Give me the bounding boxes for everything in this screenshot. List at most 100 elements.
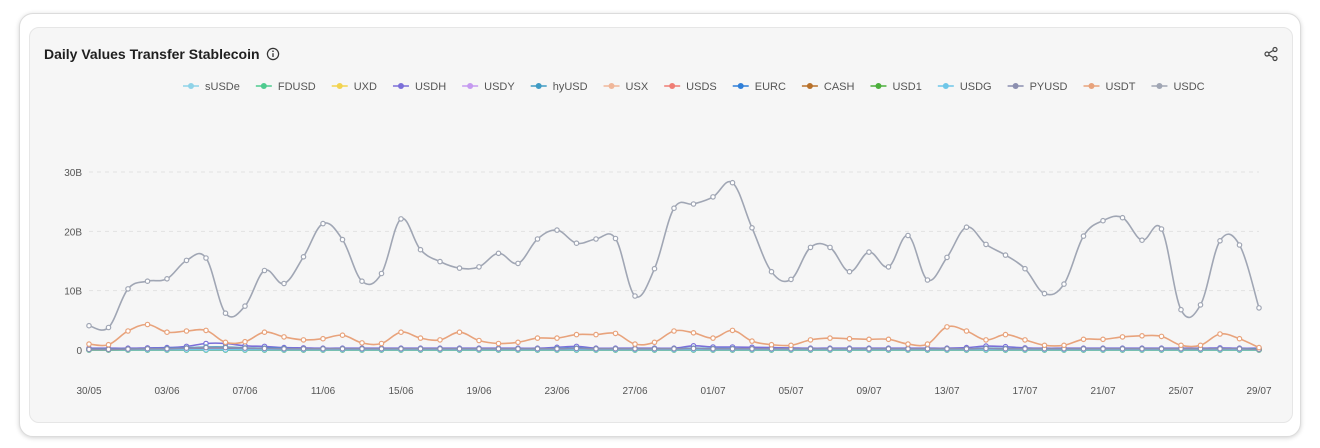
point-usdt-3 bbox=[144, 321, 151, 328]
point-usdc-17 bbox=[417, 246, 424, 253]
point-usdt-8 bbox=[242, 338, 248, 345]
point-pyusd-11 bbox=[300, 345, 307, 352]
y-tick-label-30B: 30B bbox=[64, 168, 82, 179]
point-usdc-11 bbox=[300, 253, 307, 260]
legend-item-usdg: USDG bbox=[960, 81, 992, 93]
point-usdt-4 bbox=[164, 329, 170, 336]
point-usdc-60 bbox=[1256, 305, 1262, 311]
legend-item-usds: USDS bbox=[686, 81, 717, 93]
point-pyusd-0 bbox=[86, 346, 92, 353]
legend-marker-usx bbox=[608, 83, 615, 89]
point-usdc-57 bbox=[1197, 302, 1204, 308]
point-usdt-1 bbox=[105, 341, 112, 348]
point-usdc-43 bbox=[924, 277, 931, 283]
point-usdt-21 bbox=[495, 340, 502, 347]
point-pyusd-18 bbox=[437, 345, 443, 352]
point-pyusd-28 bbox=[632, 345, 638, 352]
legend-marker-usdy bbox=[467, 83, 474, 89]
point-usdc-42 bbox=[905, 232, 911, 239]
point-usdc-4 bbox=[164, 275, 170, 282]
point-usdt-20 bbox=[476, 337, 482, 344]
point-usdc-36 bbox=[788, 276, 794, 283]
legend-item-cash: CASH bbox=[824, 81, 855, 93]
point-usdt-22 bbox=[515, 339, 521, 346]
point-usdc-49 bbox=[1041, 290, 1048, 297]
point-usdc-3 bbox=[144, 278, 151, 285]
point-pyusd-1 bbox=[105, 346, 112, 353]
legend-marker-pyusd bbox=[1012, 83, 1019, 89]
point-usdc-7 bbox=[222, 310, 229, 317]
point-usdc-2 bbox=[125, 286, 131, 292]
point-usdt-55 bbox=[1158, 333, 1165, 340]
point-usdt-2 bbox=[125, 328, 131, 334]
chart-title: Daily Values Transfer Stablecoin bbox=[44, 46, 260, 62]
share-icon bbox=[1264, 46, 1278, 62]
point-pyusd-4 bbox=[164, 345, 170, 352]
point-usdc-26 bbox=[593, 236, 599, 242]
point-usdc-38 bbox=[827, 244, 833, 251]
legend-marker-hyusd bbox=[535, 83, 542, 89]
point-usdc-53 bbox=[1119, 214, 1126, 221]
x-tick-label-27-06: 27/06 bbox=[622, 386, 647, 397]
point-usdc-21 bbox=[495, 250, 502, 257]
point-pyusd-29 bbox=[651, 345, 658, 352]
legend-marker-cash bbox=[806, 83, 813, 89]
point-usdc-1 bbox=[105, 324, 112, 331]
info-icon[interactable] bbox=[266, 47, 280, 61]
point-pyusd-58 bbox=[1217, 345, 1223, 352]
point-usdt-33 bbox=[729, 327, 736, 334]
chart-card bbox=[29, 27, 1293, 423]
point-pyusd-9 bbox=[261, 345, 268, 352]
point-usdt-10 bbox=[281, 334, 287, 340]
point-pyusd-43 bbox=[924, 345, 931, 352]
point-usdc-28 bbox=[632, 293, 638, 299]
point-usdt-52 bbox=[1100, 336, 1106, 343]
point-usdc-16 bbox=[398, 216, 404, 222]
point-pyusd-32 bbox=[710, 345, 716, 352]
point-pyusd-46 bbox=[983, 345, 989, 352]
point-usdc-46 bbox=[983, 241, 989, 248]
point-usdt-7 bbox=[222, 339, 229, 346]
point-pyusd-42 bbox=[905, 345, 911, 352]
point-usdt-37 bbox=[807, 337, 814, 343]
point-pyusd-45 bbox=[963, 345, 970, 352]
point-usdt-32 bbox=[710, 335, 716, 341]
point-usdc-22 bbox=[515, 260, 521, 267]
point-usdc-6 bbox=[203, 255, 209, 261]
point-usdc-35 bbox=[768, 268, 775, 275]
point-usdt-0 bbox=[86, 341, 92, 347]
point-pyusd-41 bbox=[885, 345, 892, 352]
point-usdc-32 bbox=[710, 194, 716, 200]
point-pyusd-31 bbox=[690, 345, 697, 352]
point-pyusd-17 bbox=[417, 345, 424, 352]
legend-marker-uxd bbox=[336, 83, 343, 89]
legend-marker-usdt bbox=[1088, 83, 1095, 89]
point-pyusd-59 bbox=[1236, 345, 1243, 352]
point-usdt-50 bbox=[1061, 342, 1067, 349]
point-usdt-43 bbox=[924, 341, 931, 347]
legend-item-usdy: USDY bbox=[484, 81, 515, 93]
legend-item-susde: sUSDe bbox=[205, 81, 240, 93]
point-usdt-46 bbox=[983, 337, 989, 343]
legend-marker-eurc bbox=[737, 83, 744, 89]
share-button[interactable] bbox=[1261, 44, 1281, 64]
point-usdt-60 bbox=[1256, 344, 1262, 351]
point-usdt-48 bbox=[1022, 337, 1028, 343]
point-pyusd-10 bbox=[281, 345, 287, 352]
point-usdc-24 bbox=[554, 227, 560, 233]
point-usdt-18 bbox=[437, 337, 443, 343]
point-usdc-48 bbox=[1022, 265, 1028, 272]
legend-marker-usd1 bbox=[875, 83, 882, 89]
point-usdt-11 bbox=[300, 337, 307, 343]
point-usdc-31 bbox=[690, 201, 697, 207]
point-usdt-47 bbox=[1002, 331, 1009, 338]
point-pyusd-26 bbox=[593, 345, 599, 352]
y-tick-label-20B: 20B bbox=[64, 227, 82, 238]
point-usdt-5 bbox=[183, 328, 190, 334]
point-pyusd-52 bbox=[1100, 345, 1106, 352]
point-usdt-17 bbox=[417, 335, 424, 341]
point-pyusd-51 bbox=[1080, 345, 1087, 352]
point-usdt-29 bbox=[651, 339, 658, 346]
point-usdt-31 bbox=[690, 329, 697, 336]
point-usdc-41 bbox=[885, 264, 892, 270]
